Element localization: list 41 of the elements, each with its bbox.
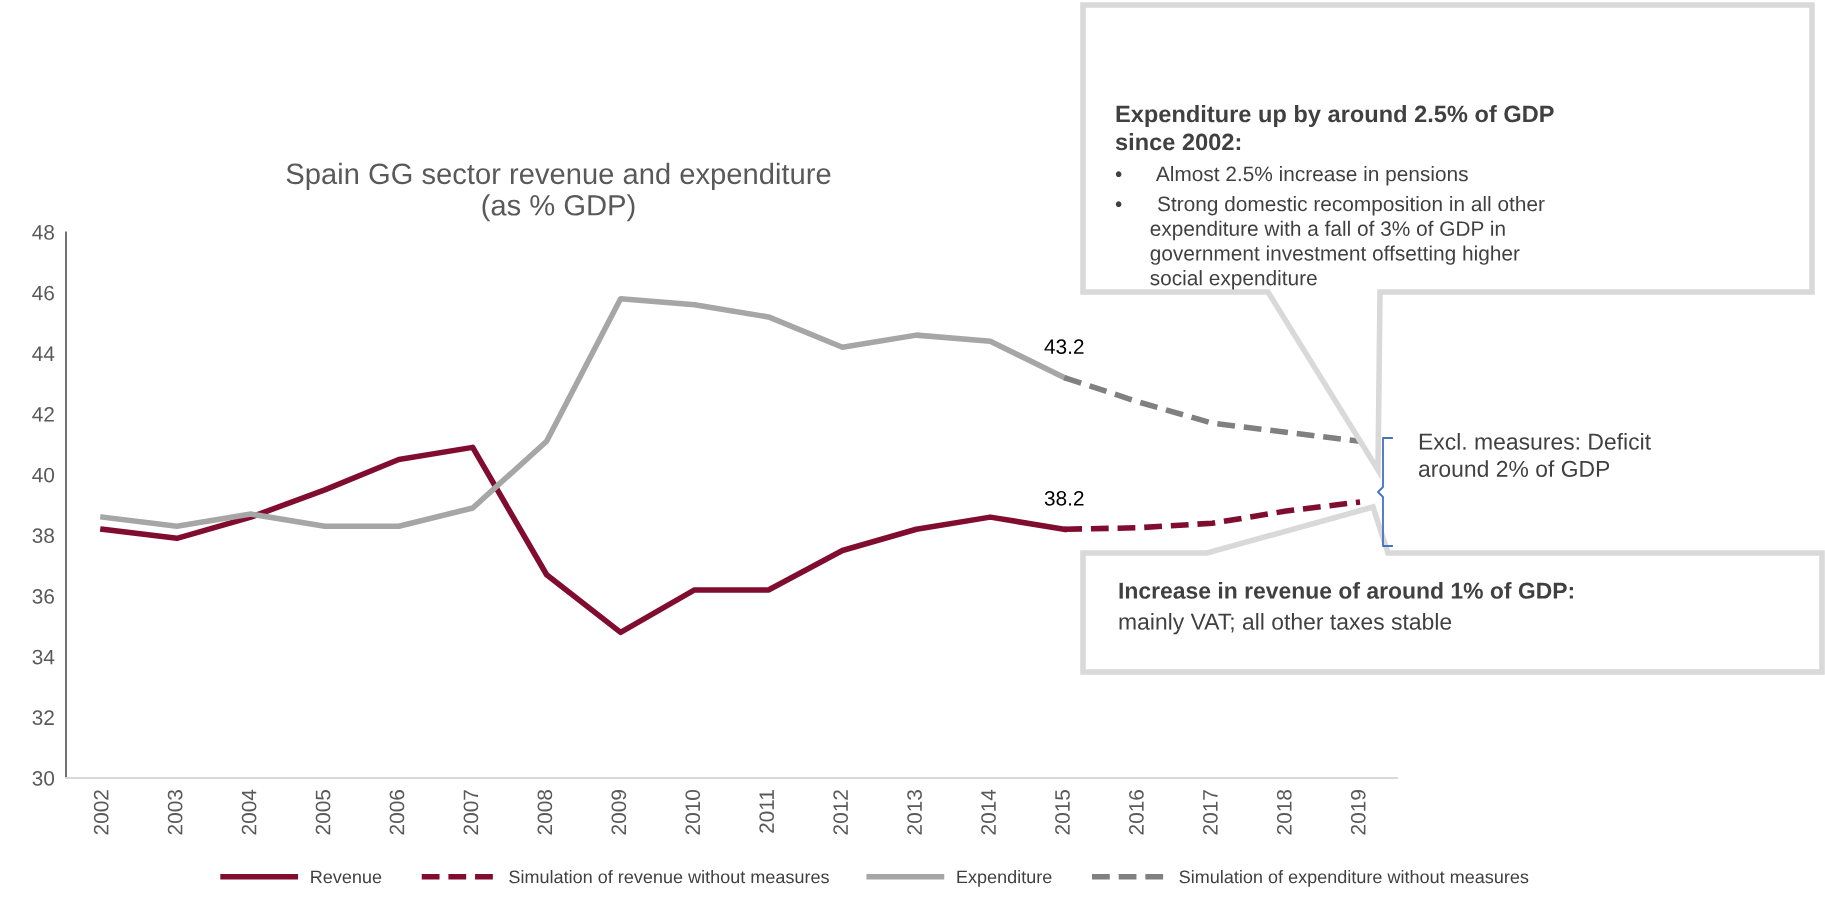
annotation: 43.2 [1044, 339, 1084, 355]
chart-title: Spain GG sector revenue and expenditure (as % GDP) [286, 162, 831, 222]
x-tick-label: 2014 [981, 789, 996, 835]
annotation: • Strong domestic recomposition in all other expenditure with a fall of 3% of GDP in government investment offsetting higher social expenditure [1115, 196, 1545, 290]
annotation: 38.2 [1044, 490, 1084, 506]
x-tick-label: 2010 [685, 789, 701, 835]
legend-label: Revenue [311, 870, 382, 884]
x-tick-label: 2008 [537, 790, 553, 835]
x-tick-label: 2015 [1055, 789, 1070, 835]
y-tick-label: 38 [32, 528, 54, 544]
x-tick-label: 2019 [1350, 790, 1366, 835]
x-tick-label: 2012 [833, 790, 849, 835]
x-tick-label: 2003 [167, 790, 183, 835]
y-tick-label: 44 [32, 346, 55, 361]
x-tick-label: 2009 [611, 790, 627, 835]
y-tick-label: 48 [32, 225, 54, 240]
x-tick-label: 2005 [315, 789, 331, 835]
y-tick-label: 32 [32, 710, 54, 726]
y-tick-label: 34 [32, 649, 55, 665]
text: Expenditure up by around 2.5% of GDP since 2002: [1115, 105, 1554, 151]
x-tick-label: 2007 [463, 790, 479, 835]
text: • Almost 2.5% increase in pensions [1115, 166, 1468, 186]
annotation: Increase in revenue of around 1% of GDP: [1119, 582, 1573, 599]
legend-label: Expenditure [957, 870, 1052, 887]
x-tick-label: 2004 [241, 789, 257, 835]
legend-label: Simulation of revenue without measures [509, 870, 829, 884]
legend-label: Simulation of expenditure without measures [1179, 870, 1529, 887]
y-tick-label: 40 [32, 467, 55, 483]
annotation: mainly VAT; all other taxes stable [1119, 613, 1452, 635]
y-tick-label: 30 [32, 771, 55, 786]
text: Excl. measures: Deficit around 2% of GDP [1418, 433, 1651, 478]
x-tick-label: 2017 [1202, 790, 1218, 835]
x-tick-label: 2011 [759, 790, 775, 833]
x-tick-label: 2002 [93, 790, 109, 835]
x-tick-label: 2013 [907, 790, 922, 835]
y-tick-label: 46 [32, 285, 54, 301]
x-tick-label: 2006 [389, 790, 405, 835]
x-tick-label: 2018 [1276, 790, 1292, 835]
y-tick-label: 36 [32, 589, 54, 604]
y-tick-label: 42 [32, 407, 54, 422]
x-tick-label: 2016 [1129, 790, 1144, 835]
